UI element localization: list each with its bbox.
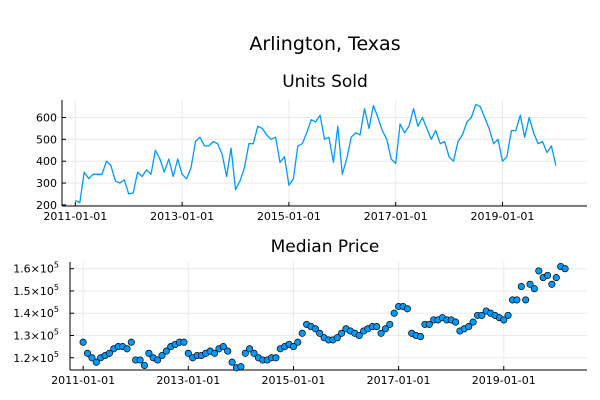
median-price-point (311, 325, 319, 333)
median-price-point (530, 285, 538, 293)
median-price-x-ticks: 2011-01-01 2013-01-01 2015-01-01 2017-01-01… (51, 366, 536, 387)
median-price-point (158, 351, 166, 360)
median-price-y-tick-label: 1.4×105 (13, 305, 59, 320)
units-sold-panel: Units Sold 2011-01-01 2013-01-01 2015-01-0… (36, 72, 587, 223)
units-sold-x-tick-label: 2019-01-01 (470, 210, 534, 223)
units-sold-x-tick-label: 2017-01-01 (364, 210, 428, 223)
median-price-point (241, 349, 249, 357)
median-price-y-tick-label: 1.2×105 (13, 350, 59, 365)
median-price-point (136, 356, 144, 364)
units-sold-x-ticks: 2011-01-01 2013-01-01 2015-01-01 2017-01-01… (43, 202, 534, 223)
median-price-y-tick-label: 1.5×105 (13, 283, 59, 298)
median-price-point (123, 345, 131, 353)
median-price-point (500, 316, 508, 324)
median-price-grid (70, 262, 587, 370)
median-price-point (561, 265, 569, 273)
page-title: Arlington, Texas (249, 33, 400, 55)
median-price-point (211, 349, 219, 357)
median-price-point (88, 354, 96, 362)
median-price-point (403, 305, 411, 313)
median-price-point (381, 325, 390, 333)
median-price-point (237, 363, 245, 371)
units-sold-y-tick-label: 600 (36, 111, 57, 124)
median-price-point (386, 320, 394, 328)
median-price-panel: Median Price 2011-01-01 2013-01-01 2015-01… (13, 237, 587, 387)
units-sold-x-tick-label: 2011-01-01 (43, 210, 107, 223)
median-price-point (390, 309, 398, 317)
median-price-point (298, 329, 306, 337)
median-price-point (478, 311, 486, 319)
median-price-point (316, 329, 324, 337)
units-sold-y-tick-label: 500 (36, 133, 57, 146)
units-sold-x-tick-label: 2015-01-01 (257, 210, 321, 223)
units-sold-y-tick-label: 400 (36, 155, 57, 168)
median-price-point (294, 338, 302, 346)
median-price-x-tick-label: 2017-01-01 (367, 374, 431, 387)
units-sold-series (75, 103, 557, 204)
median-price-point (105, 349, 113, 357)
median-price-point (355, 331, 363, 340)
median-price-point (513, 296, 521, 304)
median-price-point (522, 296, 530, 304)
median-price-y-ticks: 1.2×105 1.3×105 1.4×105 1.5×105 1.6×105 (13, 261, 74, 365)
median-price-point (465, 323, 473, 331)
median-price-point (272, 354, 280, 362)
median-price-point (552, 274, 560, 282)
median-price-point (140, 361, 149, 370)
median-price-point (246, 345, 254, 353)
median-price-point (180, 338, 188, 346)
median-price-point (517, 282, 525, 291)
median-price-point (373, 323, 381, 331)
median-price-point (548, 280, 556, 288)
median-price-x-tick-label: 2013-01-01 (156, 374, 220, 387)
median-price-point (535, 267, 543, 275)
median-price-point (338, 329, 346, 337)
units-sold-grid (62, 100, 587, 206)
median-price-point (83, 349, 92, 357)
median-price-series (79, 262, 569, 372)
units-sold-y-ticks: 200 300 400 500 600 (36, 111, 66, 212)
median-price-point (504, 311, 512, 319)
median-price-y-tick-label: 1.3×105 (13, 327, 59, 342)
units-sold-series-line (75, 103, 557, 204)
median-price-point (79, 338, 87, 346)
median-price-point (377, 329, 385, 337)
median-price-point (333, 334, 341, 342)
median-price-x-tick-label: 2019-01-01 (472, 374, 536, 387)
units-sold-y-tick-label: 300 (36, 177, 57, 190)
median-price-x-tick-label: 2011-01-01 (51, 374, 115, 387)
median-price-point (224, 347, 232, 355)
median-price-point (92, 358, 100, 366)
median-price-point (219, 343, 227, 351)
median-price-point (127, 338, 135, 346)
median-price-point (162, 347, 170, 355)
median-price-point (289, 343, 297, 351)
units-sold-x-tick-label: 2013-01-01 (150, 210, 214, 223)
median-price-point (425, 320, 433, 328)
units-sold-title: Units Sold (282, 72, 368, 92)
median-price-y-tick-label: 1.6×105 (13, 261, 59, 276)
median-price-point (469, 318, 477, 326)
median-price-point (154, 356, 162, 364)
median-price-point (544, 271, 552, 279)
median-price-point (416, 333, 425, 341)
median-price-point (250, 349, 258, 357)
units-sold-y-tick-label: 200 (36, 199, 57, 212)
median-price-x-tick-label: 2015-01-01 (261, 374, 325, 387)
median-price-point (526, 280, 534, 288)
median-price-point (228, 358, 236, 366)
median-price-point (184, 349, 192, 357)
median-price-point (452, 318, 460, 326)
median-price-point (145, 349, 153, 357)
median-price-title: Median Price (271, 237, 380, 257)
